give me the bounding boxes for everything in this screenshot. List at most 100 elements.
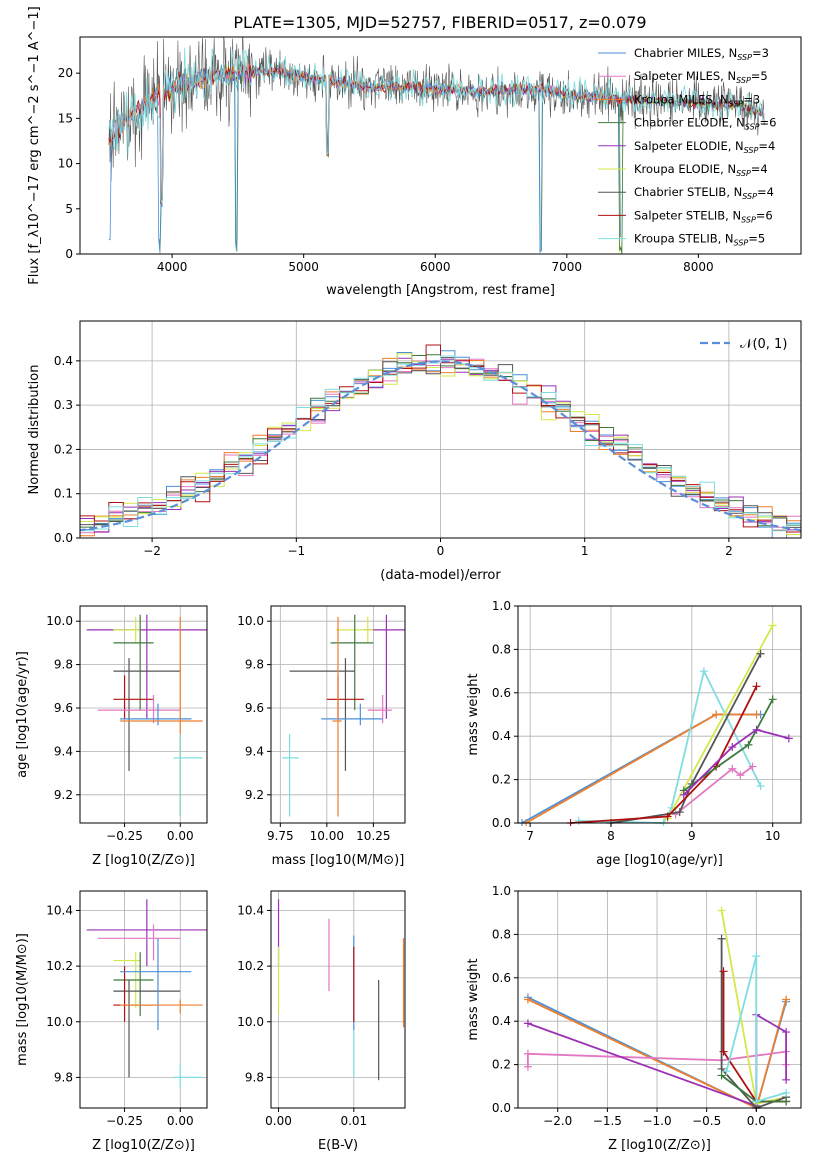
points: [282, 614, 405, 817]
x-tick-label: 0.0: [747, 1114, 766, 1128]
weight-marker-salpeter_elodie: [752, 725, 761, 734]
weight-marker-salpeter_miles: [523, 1062, 532, 1071]
y-tick-label: 10.4: [237, 903, 264, 917]
y-axis-label: Flux [f_λ10^−17 erg cm^−2 s^−1 A^−1]: [27, 6, 42, 284]
weight-line-kroupa_miles: [525, 713, 757, 824]
weight-marker-salpeter_elodie: [728, 743, 737, 752]
figure-title: PLATE=1305, MJD=52757, FIBERID=0517, z=0…: [233, 13, 646, 32]
legend-suffix: =5: [748, 232, 765, 246]
x-tick-label: 0.00: [167, 1114, 194, 1128]
y-tick-label: 9.8: [54, 658, 73, 672]
weight-marker-kroupa_miles: [523, 995, 532, 1004]
legend-name: Chabrier ELODIE, N: [634, 116, 745, 130]
weight-marker-kroupa_stelib: [699, 667, 708, 676]
histograms: [80, 344, 801, 538]
legend-suffix: =3: [752, 46, 769, 60]
y-axis-label: mass weight: [466, 673, 481, 755]
y-tick-label: 9.8: [54, 1070, 73, 1084]
weight-marker-kroupa_stelib: [752, 1097, 761, 1106]
x-tick-label: −2.0: [543, 1114, 572, 1128]
x-tick-label: −1.0: [642, 1114, 671, 1128]
weight-marker-salpeter_elodie: [523, 1019, 532, 1028]
weight-line-salpeter_stelib: [570, 685, 758, 824]
legend-entry-salpeter_stelib: Salpeter STELIB, NSSP=6: [634, 208, 773, 224]
x-axis-label: age [log10(age/yr)]: [596, 853, 723, 868]
x-axis-label: (data-model)/error: [380, 568, 501, 583]
y-tick-label: 0.1: [54, 487, 73, 501]
weight-marker-kroupa_elodie: [717, 906, 726, 915]
x-tick-label: 7000: [552, 260, 583, 274]
y-tick-label: 5: [65, 202, 73, 216]
legend-entry-chabrier_stelib: Chabrier STELIB, NSSP=4: [634, 185, 774, 201]
y-tick-label: 9.2: [54, 788, 73, 802]
y-tick-label: 10.0: [46, 614, 73, 628]
weight-marker-chabrier_stelib: [756, 649, 765, 658]
y-axis-label: mass [log10(M/M⊙)]: [15, 933, 30, 1066]
grid: [518, 890, 801, 1109]
weight-marker-salpeter_miles: [728, 764, 737, 773]
weight-marker-kroupa_stelib: [756, 782, 765, 791]
x-tick-label: 9.75: [267, 829, 294, 843]
weight-marker-chabrier_elodie: [717, 1071, 726, 1080]
legend-suffix: =6: [756, 208, 773, 222]
weight-marker-salpeter_miles: [523, 1049, 532, 1058]
weight-marker-salpeter_miles: [671, 810, 680, 819]
plot-frame: [270, 605, 406, 824]
x-axis-label: mass [log10(M/M⊙)]: [272, 853, 405, 868]
x-tick-label: 8000: [683, 260, 714, 274]
weight-marker-salpeter_stelib: [663, 812, 672, 821]
weight-marker-kroupa_elodie: [768, 621, 777, 630]
plot-frame: [517, 890, 802, 1109]
legend-suffix: =3: [743, 92, 760, 106]
weight-marker-salpeter_miles: [736, 771, 745, 780]
legend-name: Kroupa STELIB, N: [634, 232, 734, 246]
y-tick-label: 0.6: [492, 686, 511, 700]
plot-frame: [79, 36, 802, 255]
weight-marker-kroupa_miles: [712, 710, 721, 719]
z-age-panel: −0.25 0.00 9.2 9.4 9.6 9.8 10.0 Z [log10(Z/Z⊙)]…: [15, 605, 208, 868]
spectrum-lines: [108, 37, 765, 254]
lines: [518, 621, 793, 826]
y-tick-label: 0.2: [492, 1058, 511, 1072]
y-tick-label: 0.4: [492, 1014, 511, 1028]
spectrum-panel: 4000 5000 6000 7000 8000 0 5 10 15 20 wavelength […: [27, 6, 802, 298]
legend-suffix: =6: [760, 116, 777, 130]
x-tick-label: 7: [526, 829, 534, 843]
y-tick-label: 10.0: [46, 1015, 73, 1029]
legend-name: Salpeter MILES, N: [634, 69, 736, 83]
y-tick-label: 0.2: [492, 773, 511, 787]
x-tick-label: 10: [765, 829, 780, 843]
y-tick-label: 0.4: [492, 729, 511, 743]
legend-suffix: =5: [751, 69, 768, 83]
legend-entry-salpeter_miles: Salpeter MILES, NSSP=5: [634, 69, 768, 85]
x-tick-label: −2: [143, 544, 161, 558]
grid: [271, 891, 405, 1108]
weight-line-chabrier_elodie: [683, 698, 774, 792]
weight-marker-salpeter_elodie: [782, 1075, 791, 1084]
weight-line-salpeter_miles: [675, 765, 754, 816]
legend-sub: SSP: [741, 215, 756, 224]
z-weight-panel: −2.0 −1.5 −1.0 −0.5 0.0 0.0 0.2 0.4 0.6 0.8 1.0 Z […: [466, 884, 802, 1153]
y-axis-label: mass weight: [466, 958, 481, 1040]
y-tick-label: 10.4: [46, 903, 73, 917]
y-tick-label: 1.0: [492, 599, 511, 613]
x-tick-label: 4000: [157, 260, 188, 274]
legend-name: Kroupa MILES, N: [634, 92, 729, 106]
x-axis-label: wavelength [Angstrom, rest frame]: [326, 283, 555, 298]
weight-marker-kroupa_stelib: [574, 816, 583, 825]
y-tick-label: 0.8: [492, 927, 511, 941]
weight-marker-salpeter_stelib: [752, 682, 761, 691]
y-axis-label: age [log10(age/yr)]: [15, 651, 30, 778]
y-tick-label: 0.0: [492, 1101, 511, 1115]
y-tick-label: 10.0: [237, 614, 264, 628]
x-tick-label: −1: [287, 544, 305, 558]
y-tick-label: 15: [58, 111, 73, 125]
x-axis-label: E(B-V): [318, 1138, 358, 1153]
y-tick-label: 0: [65, 247, 73, 261]
y-tick-label: 0.8: [492, 642, 511, 656]
plot-frame: [79, 605, 208, 824]
x-tick-label: 10.00: [310, 829, 344, 843]
weight-line-kroupa_stelib: [725, 955, 787, 1103]
legend-sub: SSP: [736, 169, 751, 178]
x-tick-label: −1.5: [593, 1114, 622, 1128]
